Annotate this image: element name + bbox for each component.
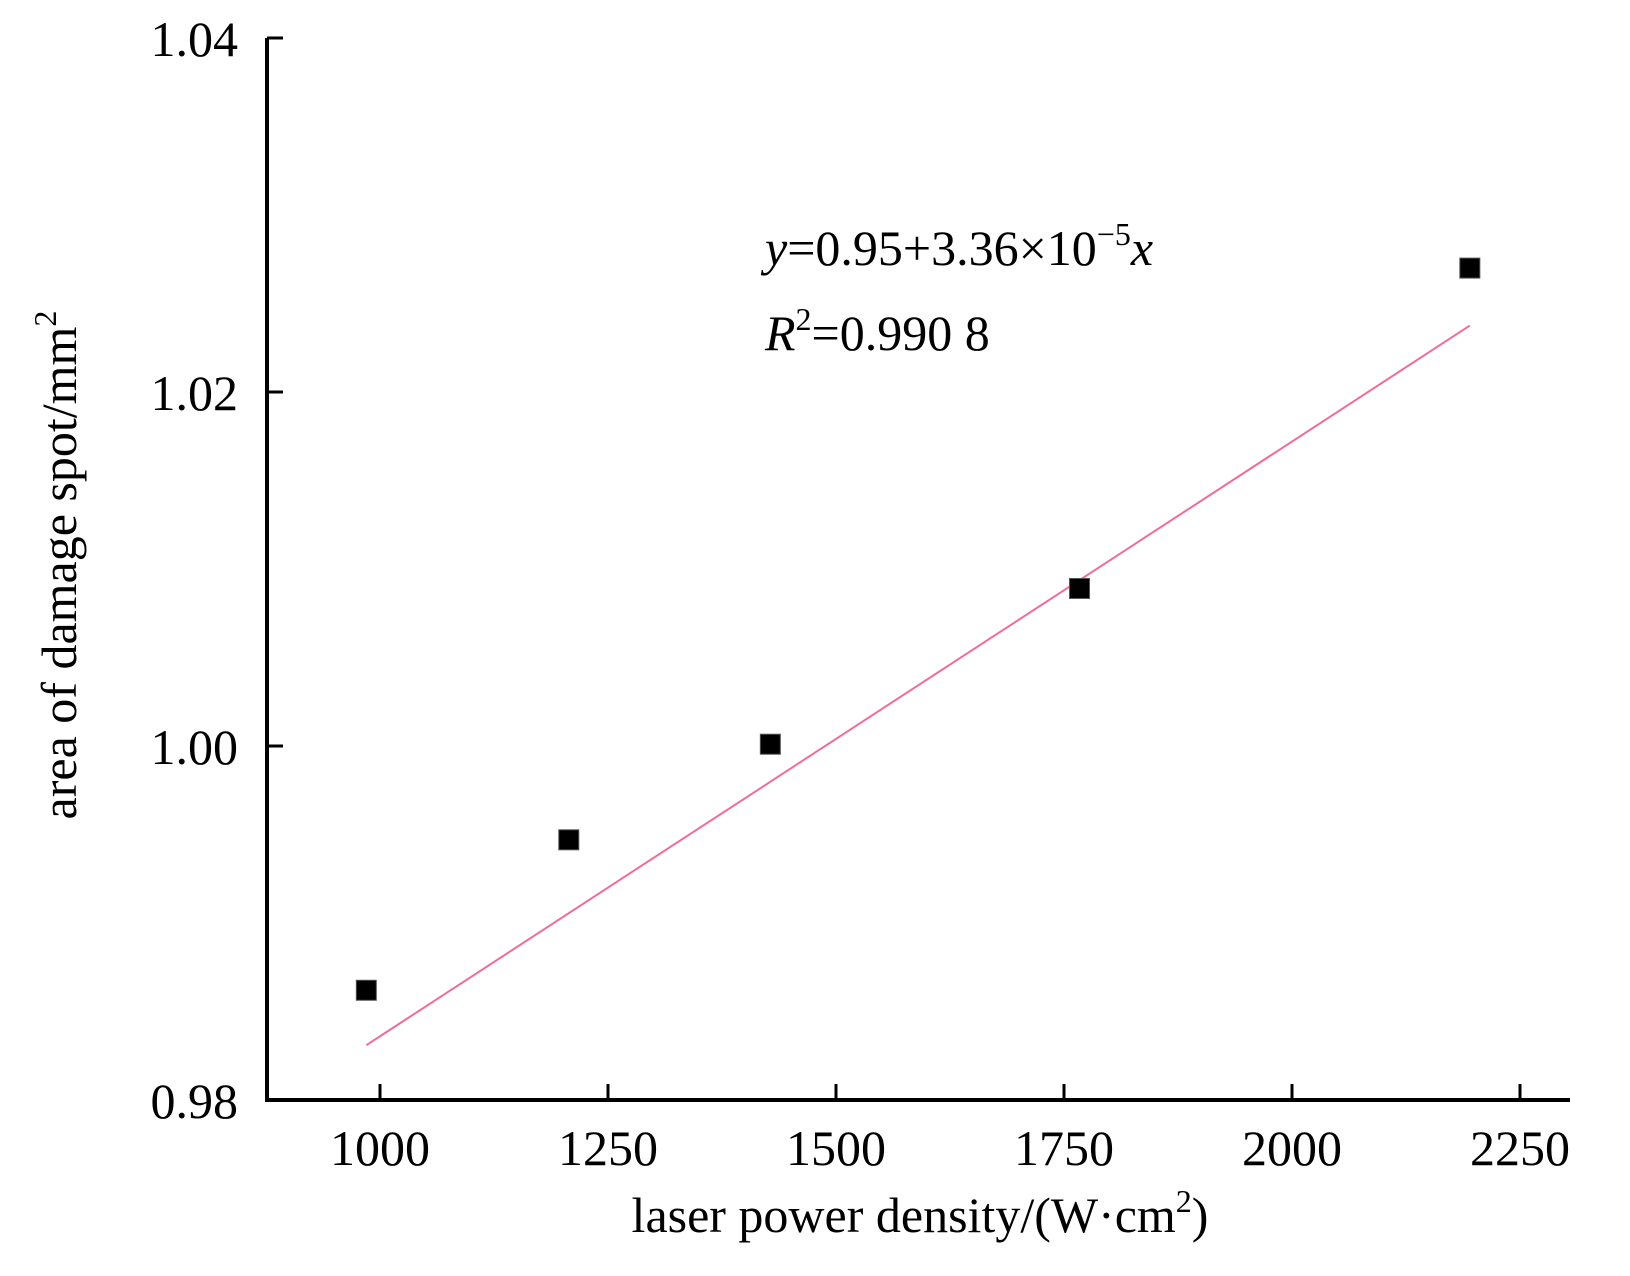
x-tick-label: 1750 [1014, 1120, 1114, 1176]
x-axis-title-sup: 2 [1176, 1183, 1192, 1219]
data-point [759, 733, 781, 755]
r-squared-sup: 2 [796, 301, 812, 337]
y-tick-label: 1.02 [151, 365, 239, 421]
x-tick-label: 1250 [558, 1120, 658, 1176]
equation-exponent: −5 [1097, 216, 1131, 252]
x-tick-label: 1000 [330, 1120, 430, 1176]
fit-line [365, 324, 1471, 1047]
x-axis-title: laser power density/(W·cm2) [632, 1183, 1209, 1243]
y-axis-title-text: area of damage spot/mm [31, 326, 87, 819]
axes [265, 38, 1570, 1102]
x-tick-label: 1500 [786, 1120, 886, 1176]
y-axis-title-sup: 2 [27, 311, 63, 327]
fit-line-group [365, 324, 1471, 1047]
data-point [1459, 257, 1481, 279]
x-axis-title-text: laser power density/(W·cm [632, 1187, 1176, 1243]
equation-x: x [1130, 220, 1153, 276]
x-tick-label: 2000 [1242, 1120, 1342, 1176]
equation-label: y=0.95+3.36×10−5x [760, 216, 1153, 276]
x-axis-title-end: ) [1192, 1187, 1209, 1243]
y-tick-label: 1.04 [151, 11, 239, 67]
x-tick-label: 2250 [1470, 1120, 1570, 1176]
y-tick-label: 1.00 [151, 719, 239, 775]
r-squared-label: R2=0.990 8 [764, 301, 990, 361]
equation-body: =0.95+3.36×10 [787, 220, 1097, 276]
r-symbol: R [764, 305, 796, 361]
y-axis-title: area of damage spot/mm2 [27, 311, 87, 820]
data-point [558, 829, 580, 851]
data-points [355, 257, 1481, 1001]
equation-y: y [760, 220, 788, 276]
y-tick-label: 0.98 [151, 1073, 239, 1129]
data-point [1069, 577, 1091, 599]
data-point [355, 979, 377, 1001]
x-ticks: 1000 1250 1500 1750 2000 2250 [330, 1084, 1570, 1176]
y-ticks: 0.98 1.00 1.02 1.04 [151, 11, 283, 1129]
r-squared-value: =0.990 8 [812, 305, 990, 361]
